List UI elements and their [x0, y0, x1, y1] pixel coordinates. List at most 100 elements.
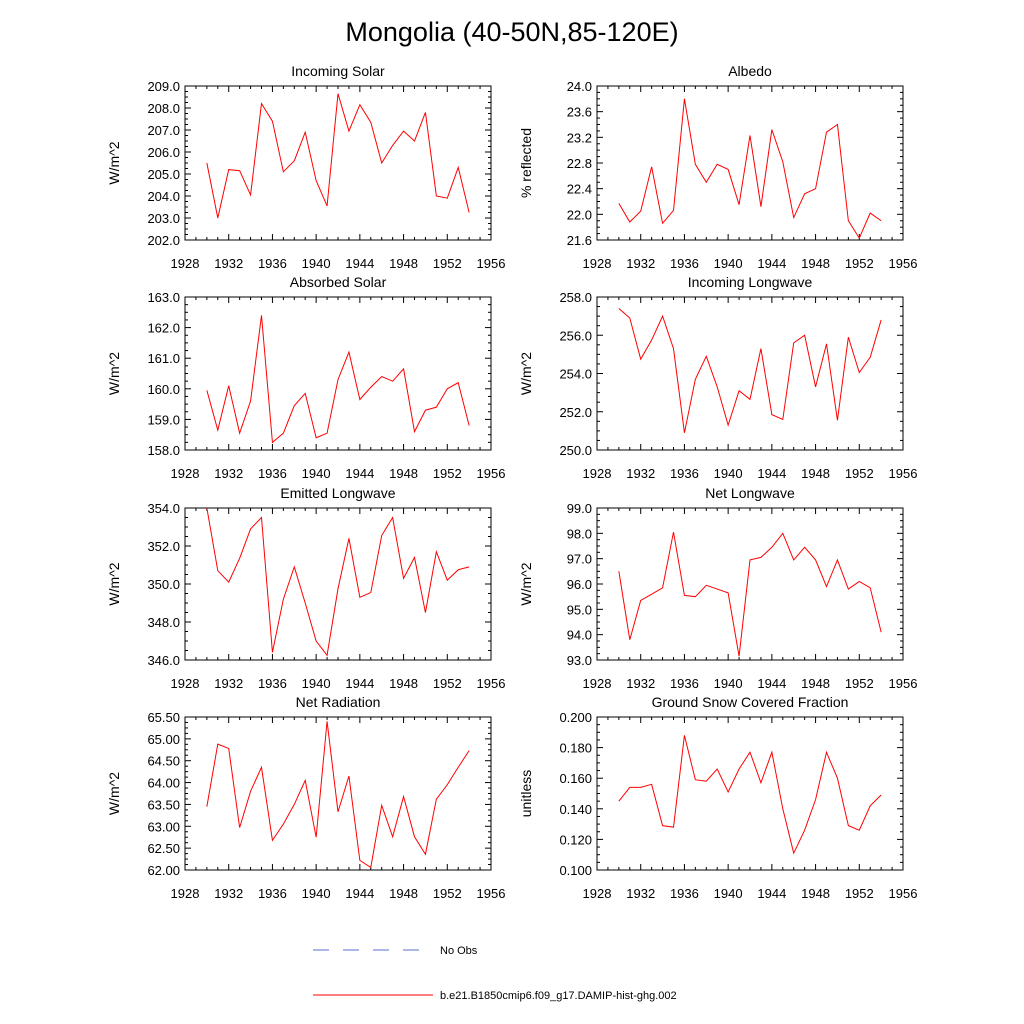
panel-absorbed-solar: 1928 1932 1936 1940 1944 1948 1952 1956 158.0 159…	[106, 274, 505, 481]
x-tick-label: 1940	[714, 466, 743, 481]
x-tick-label: 1936	[670, 466, 699, 481]
x-tick-label: 1952	[845, 256, 874, 271]
x-tick-label: 1948	[389, 466, 418, 481]
x-tick-label: 1928	[171, 466, 200, 481]
plot-frame	[596, 296, 904, 451]
plot-frame	[596, 85, 904, 241]
x-tick-label: 1936	[670, 676, 699, 691]
x-tick-label: 1944	[345, 676, 374, 691]
x-tick-label: 1944	[345, 886, 374, 901]
x-tick-label: 1948	[389, 256, 418, 271]
legend: No Obs b.e21.B1850cmip6.f09_g17.DAMIP-hi…	[313, 945, 677, 1002]
x-tick-label: 1956	[477, 466, 506, 481]
x-tick-label: 1948	[801, 466, 830, 481]
series-line	[618, 735, 882, 855]
panel-title: Ground Snow Covered Fraction	[652, 694, 849, 710]
y-tick-label: 205.0	[147, 167, 180, 182]
y-axis-label: W/m^2	[106, 141, 122, 184]
x-tick-label: 1952	[433, 466, 462, 481]
panel-title: Incoming Longwave	[688, 274, 813, 290]
y-axis-label: W/m^2	[106, 352, 122, 395]
y-tick-label: 99.0	[567, 501, 592, 516]
y-tick-label: 23.2	[567, 130, 592, 145]
panel-title: Net Radiation	[296, 694, 381, 710]
y-tick-label: 0.120	[559, 832, 592, 847]
x-tick-label: 1936	[258, 886, 287, 901]
y-tick-label: 63.00	[147, 819, 180, 834]
y-tick-label: 346.0	[147, 653, 180, 668]
x-tick-label: 1928	[171, 886, 200, 901]
x-tick-label: 1928	[171, 676, 200, 691]
y-tick-label: 97.0	[567, 552, 592, 567]
legend-model-label: b.e21.B1850cmip6.f09_g17.DAMIP-hist-ghg.…	[440, 990, 677, 1002]
x-tick-label: 1956	[889, 256, 918, 271]
panel-title: Incoming Solar	[291, 63, 385, 79]
y-tick-label: 162.0	[147, 321, 180, 336]
plot-frame	[596, 716, 904, 871]
y-tick-label: 95.0	[567, 602, 592, 617]
y-tick-label: 22.0	[567, 207, 592, 222]
x-tick-label: 1944	[757, 256, 786, 271]
panel-ground-snow-covered-fraction: 1928 1932 1936 1940 1944 1948 1952 1956 0.100 0.1…	[518, 694, 917, 901]
x-tick-label: 1956	[477, 886, 506, 901]
x-tick-label: 1952	[845, 676, 874, 691]
x-tick-label: 1952	[845, 886, 874, 901]
x-tick-label: 1932	[214, 256, 243, 271]
x-tick-label: 1928	[583, 886, 612, 901]
y-tick-label: 62.00	[147, 863, 180, 878]
series-line	[206, 721, 470, 869]
x-tick-label: 1932	[626, 676, 655, 691]
y-tick-label: 65.50	[147, 710, 180, 725]
x-tick-label: 1936	[258, 256, 287, 271]
series-line	[618, 531, 882, 657]
x-tick-label: 1940	[302, 466, 331, 481]
x-tick-label: 1940	[714, 676, 743, 691]
plot-frame	[596, 507, 904, 661]
series-line	[206, 93, 470, 219]
x-tick-label: 1928	[583, 256, 612, 271]
x-tick-label: 1956	[889, 676, 918, 691]
y-tick-label: 93.0	[567, 653, 592, 668]
y-tick-label: 63.50	[147, 797, 180, 812]
y-tick-label: 250.0	[559, 443, 592, 458]
y-tick-label: 350.0	[147, 577, 180, 592]
x-tick-label: 1952	[433, 256, 462, 271]
y-tick-label: 256.0	[559, 328, 592, 343]
x-tick-label: 1932	[626, 466, 655, 481]
y-tick-label: 354.0	[147, 501, 180, 516]
plot-frame	[184, 85, 492, 241]
y-axis-label: unitless	[518, 770, 534, 817]
y-tick-label: 22.4	[567, 182, 592, 197]
y-tick-label: 254.0	[559, 367, 592, 382]
x-tick-label: 1940	[302, 256, 331, 271]
series-line	[206, 315, 470, 444]
x-tick-label: 1956	[889, 466, 918, 481]
panel-incoming-solar: 1928 1932 1936 1940 1944 1948 1952 1956 202.0 203…	[106, 63, 505, 271]
y-tick-label: 158.0	[147, 443, 180, 458]
y-tick-label: 207.0	[147, 123, 180, 138]
series-line	[618, 308, 882, 433]
y-tick-label: 204.0	[147, 189, 180, 204]
plot-frame	[184, 716, 492, 871]
x-tick-label: 1932	[214, 676, 243, 691]
y-axis-label: W/m^2	[106, 562, 122, 605]
x-tick-label: 1948	[801, 886, 830, 901]
x-tick-label: 1940	[714, 256, 743, 271]
y-tick-label: 348.0	[147, 615, 180, 630]
x-tick-label: 1956	[889, 886, 918, 901]
legend-obs-label: No Obs	[440, 945, 478, 957]
y-tick-label: 22.8	[567, 156, 592, 171]
panel-albedo: 1928 1932 1936 1940 1944 1948 1952 1956 21.6 22.0…	[518, 63, 917, 271]
series-line	[618, 98, 882, 240]
y-tick-label: 209.0	[147, 79, 180, 94]
panel-title: Emitted Longwave	[280, 485, 395, 501]
panel-net-longwave: 1928 1932 1936 1940 1944 1948 1952 1956 93.0 94.0…	[518, 485, 917, 691]
y-tick-label: 64.50	[147, 754, 180, 769]
panel-net-radiation: 1928 1932 1936 1940 1944 1948 1952 1956 62.00 62.…	[106, 694, 505, 901]
y-tick-label: 160.0	[147, 382, 180, 397]
y-tick-label: 0.160	[559, 771, 592, 786]
plot-frame	[184, 296, 492, 451]
x-tick-label: 1952	[845, 466, 874, 481]
x-tick-label: 1936	[258, 466, 287, 481]
